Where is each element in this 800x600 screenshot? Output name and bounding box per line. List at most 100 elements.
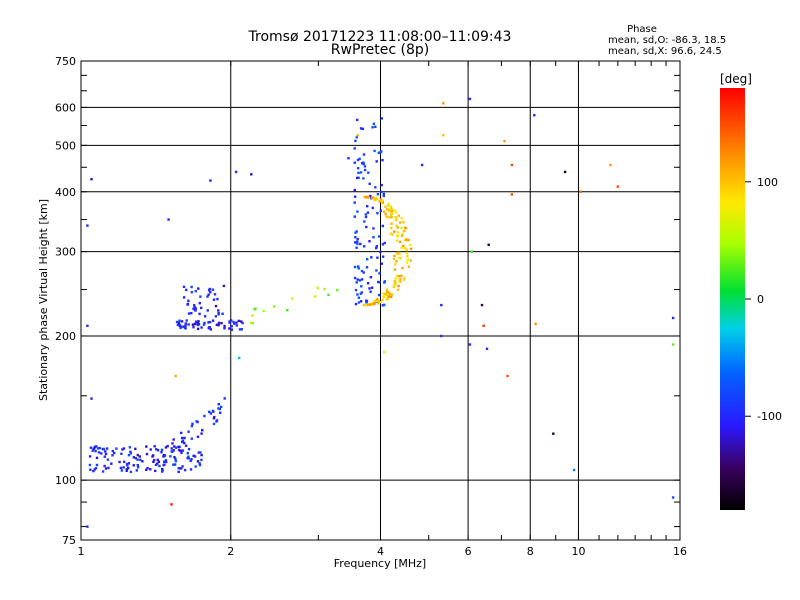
data-point xyxy=(356,167,360,170)
data-point xyxy=(193,304,196,307)
data-point xyxy=(395,224,398,227)
data-point xyxy=(197,287,200,290)
data-point xyxy=(389,295,393,298)
data-point xyxy=(356,134,359,137)
data-point xyxy=(403,277,406,280)
data-point xyxy=(366,303,369,306)
data-point xyxy=(182,285,186,288)
data-point xyxy=(161,470,164,473)
data-point xyxy=(197,451,200,454)
data-point xyxy=(387,295,390,298)
data-point xyxy=(363,168,367,172)
data-point xyxy=(213,293,217,296)
data-point xyxy=(356,240,359,244)
data-point xyxy=(95,456,99,460)
data-point xyxy=(196,460,200,463)
data-point xyxy=(194,289,197,293)
data-point xyxy=(367,171,370,174)
data-point xyxy=(403,246,407,250)
data-point xyxy=(368,182,371,185)
data-point xyxy=(86,525,89,528)
data-point xyxy=(180,451,183,454)
data-point xyxy=(381,298,384,302)
x-axis-ticks: 1 2 4 6 8 10 16 xyxy=(78,61,687,558)
data-point xyxy=(93,468,96,471)
data-point xyxy=(366,211,370,214)
data-point xyxy=(190,437,193,440)
data-point xyxy=(220,405,223,409)
data-point xyxy=(356,238,359,241)
data-point xyxy=(353,147,356,150)
data-point xyxy=(149,468,152,471)
data-point xyxy=(360,161,364,165)
x-tick-label: 10 xyxy=(571,545,585,558)
data-point xyxy=(386,294,389,297)
data-point xyxy=(384,212,387,216)
data-point xyxy=(156,458,159,462)
data-point xyxy=(370,286,374,289)
data-point xyxy=(199,451,202,454)
data-point xyxy=(359,171,363,174)
data-point xyxy=(136,464,139,467)
data-point xyxy=(181,465,184,468)
data-point xyxy=(127,467,130,470)
data-point xyxy=(378,200,381,203)
data-point xyxy=(393,208,396,212)
data-point xyxy=(390,212,394,215)
data-point xyxy=(396,274,399,278)
data-point xyxy=(86,324,89,327)
data-point xyxy=(379,301,382,304)
data-point xyxy=(362,153,366,156)
data-point xyxy=(182,325,185,328)
data-point xyxy=(385,215,388,218)
data-point xyxy=(183,436,186,440)
data-point xyxy=(190,424,194,428)
data-point xyxy=(395,239,399,242)
data-point xyxy=(378,235,381,238)
data-point xyxy=(212,410,215,413)
data-point xyxy=(190,312,193,315)
data-point xyxy=(420,163,424,167)
data-point xyxy=(215,420,218,423)
data-point xyxy=(170,447,173,450)
y-tick-label: 75 xyxy=(62,534,76,547)
data-point xyxy=(394,277,397,280)
data-point xyxy=(353,201,356,204)
data-point xyxy=(183,441,186,445)
chart-title: Tromsø 20171223 11:08:00–11:09:43 xyxy=(248,29,512,45)
data-point xyxy=(208,287,211,291)
data-point xyxy=(241,321,244,325)
data-point xyxy=(365,266,369,269)
data-point xyxy=(366,282,370,285)
data-point xyxy=(534,322,537,325)
data-point xyxy=(123,460,126,463)
data-point xyxy=(370,196,374,199)
data-point xyxy=(94,467,98,470)
data-point xyxy=(171,450,174,453)
data-point xyxy=(262,309,265,313)
data-point xyxy=(373,300,377,303)
data-point xyxy=(103,464,106,468)
y-tick-label: 100 xyxy=(55,474,76,487)
data-point xyxy=(360,269,364,273)
data-point xyxy=(93,445,97,449)
data-point xyxy=(127,454,131,457)
data-point xyxy=(357,267,360,270)
data-point xyxy=(200,306,203,310)
data-point xyxy=(358,279,362,282)
data-point xyxy=(356,278,359,281)
data-point xyxy=(160,448,164,451)
data-point xyxy=(198,312,201,316)
data-point xyxy=(187,455,190,458)
colorbar xyxy=(720,88,745,510)
data-point xyxy=(126,464,129,467)
data-point xyxy=(440,303,443,307)
data-point xyxy=(182,296,186,299)
data-point xyxy=(203,315,207,318)
data-point xyxy=(468,97,472,101)
data-point xyxy=(211,288,215,291)
data-point xyxy=(187,323,190,326)
data-point xyxy=(194,320,198,323)
data-point xyxy=(251,314,254,317)
